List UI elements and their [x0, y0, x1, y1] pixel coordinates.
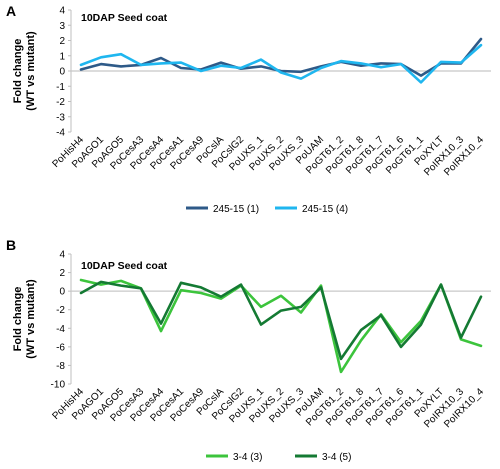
panel-b-y-tick-label: 2 [59, 268, 65, 279]
panel-b-y-tick-label: -4 [56, 324, 65, 335]
panel-b: B Fold change(WT vs mutant) -10 -8 -6 -4 -2 0 2 4… [6, 237, 491, 463]
panel-a-y-axis-title-line2: (WT vs mutant) [25, 31, 37, 111]
panel-b-letter: B [6, 237, 16, 253]
panel-a-y-axis-title: Fold change(WT vs mutant) [12, 31, 37, 111]
panel-b-y-tick-label: -2 [56, 305, 65, 316]
panel-b-y-tick-label: -10 [51, 380, 66, 391]
panel-a-y-tick-label: 2 [59, 36, 65, 47]
panel-a-y-tick-label: 0 [59, 67, 65, 78]
panel-a-y-axis-title-line1: Fold change [12, 39, 24, 104]
panel-a-y-tick-label: -1 [56, 82, 65, 93]
panel-a-legend-label-2: 245-15 (4) [302, 204, 348, 215]
panel-b-y-tick-label: -6 [56, 342, 65, 353]
panel-b-y-tick-label: 4 [59, 250, 65, 261]
panel-a-y-tick-label: 1 [59, 51, 65, 62]
panel-a-y-tick-label: 3 [59, 21, 65, 32]
panel-a-legend-label-1: 245-15 (1) [213, 204, 259, 215]
panel-b-inset-title: 10DAP Seed coat [81, 260, 168, 272]
panel-a-letter: A [6, 3, 16, 19]
panel-b-legend-label-1: 3-4 (3) [233, 452, 262, 463]
panel-a-y-tick-label: 4 [59, 6, 65, 17]
panel-a-y-tick-label: -3 [56, 112, 65, 123]
panel-a-inset-title: 10DAP Seed coat [81, 12, 168, 24]
panel-a-series-line-1 [79, 37, 483, 77]
panel-a-y-tick-label: -2 [56, 97, 65, 108]
panel-b-y-tick-label: -8 [56, 361, 65, 372]
panel-b-series-line-2 [79, 280, 483, 361]
panel-b-legend-label-2: 3-4 (5) [322, 452, 351, 463]
panel-b-y-tick-label: 0 [59, 287, 65, 298]
panel-b-y-axis-title-line2: (WT vs mutant) [25, 279, 37, 359]
panel-b-y-axis-title: Fold change(WT vs mutant) [12, 279, 37, 359]
panel-a-y-tick-label: -4 [56, 128, 65, 139]
panel-a-series-line-2 [79, 43, 483, 84]
panel-b-y-axis-title-line1: Fold change [12, 287, 24, 352]
panel-a: A Fold change(WT vs mutant) -4 -3 -2 -1 0 1 2 3 4 1… [6, 3, 491, 215]
